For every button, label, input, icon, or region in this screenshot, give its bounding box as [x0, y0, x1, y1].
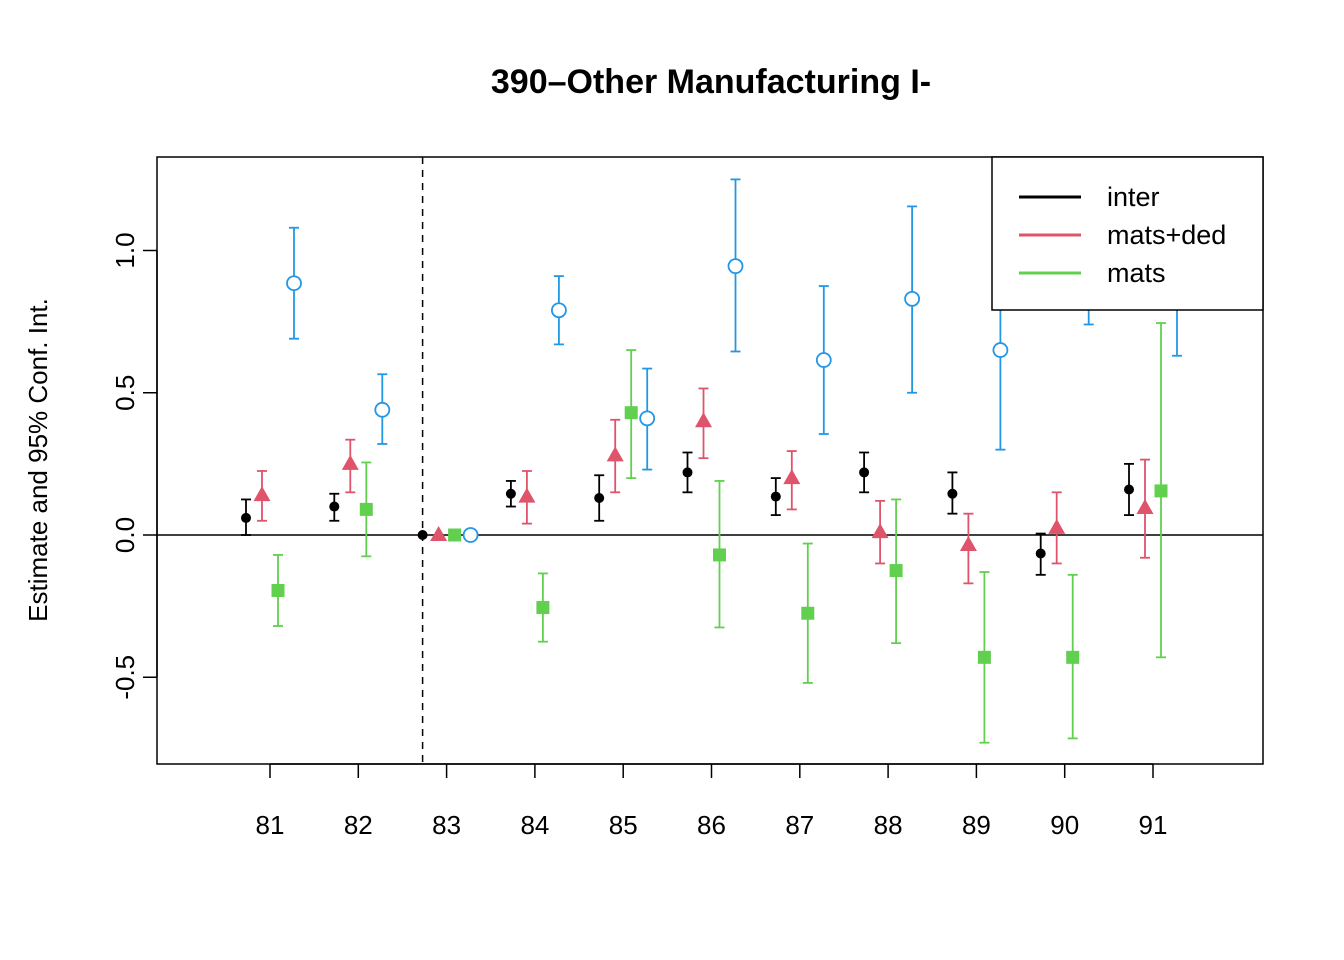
chart-title: 390–Other Manufacturing I-	[491, 63, 931, 101]
x-tick-label: 87	[785, 810, 814, 840]
x-tick-label: 81	[256, 810, 285, 840]
x-tick-label: 84	[520, 810, 549, 840]
x-tick-label: 85	[609, 810, 638, 840]
series-2	[271, 322, 1168, 744]
data-point	[992, 342, 1009, 358]
data-point	[329, 501, 340, 512]
data-point	[959, 535, 977, 551]
data-point	[783, 469, 801, 485]
data-point	[551, 302, 567, 319]
data-point	[518, 487, 536, 503]
data-point	[417, 530, 428, 540]
data-point	[462, 527, 479, 543]
legend-label: mats	[1107, 258, 1166, 288]
data-point	[536, 601, 550, 615]
data-point	[815, 352, 832, 368]
data-point	[871, 523, 889, 539]
data-point	[1048, 518, 1066, 534]
data-point	[904, 290, 920, 307]
y-tick-label: -0.5	[110, 655, 140, 700]
data-point	[505, 488, 516, 499]
legend-label: inter	[1107, 182, 1160, 212]
data-point	[286, 275, 302, 292]
series-1	[253, 387, 1154, 585]
data-point	[977, 650, 991, 664]
x-tick-label: 90	[1050, 810, 1079, 840]
data-point	[271, 583, 285, 597]
data-point	[859, 467, 870, 478]
data-point	[682, 467, 693, 478]
y-tick-label: 0.5	[110, 375, 140, 411]
data-point	[1035, 548, 1046, 559]
x-tick-label: 88	[874, 810, 903, 840]
data-point	[374, 401, 391, 418]
x-tick-label: 83	[432, 810, 461, 840]
series-0	[241, 451, 1134, 576]
data-point	[801, 606, 815, 620]
data-point	[1136, 498, 1154, 514]
data-point	[889, 564, 903, 578]
data-point	[341, 454, 359, 470]
legend: inter mats+ded mats	[991, 156, 1264, 311]
x-tick-label: 86	[697, 810, 726, 840]
data-point	[1124, 484, 1134, 495]
data-point	[241, 512, 251, 523]
data-point	[430, 526, 448, 541]
data-point	[1066, 650, 1080, 664]
data-point	[695, 412, 712, 428]
data-point	[448, 528, 462, 542]
data-point	[624, 406, 638, 420]
axes: -0.5 0.0 0.5 1.0 81 82 83 84 85 86 87 88 89 90 91	[110, 232, 1167, 840]
x-tick-label: 91	[1139, 810, 1168, 840]
data-point	[639, 410, 656, 427]
data-point	[770, 491, 781, 502]
y-axis-label: Estimate and 95% Conf. Int.	[23, 298, 53, 622]
y-tick-label: 1.0	[110, 232, 140, 268]
data-point	[713, 548, 726, 562]
data-point	[1154, 484, 1168, 498]
x-tick-label: 82	[344, 810, 373, 840]
legend-label: mats+ded	[1107, 220, 1226, 250]
data-point	[253, 486, 271, 502]
data-point	[727, 258, 744, 275]
data-point	[594, 493, 605, 504]
data-point	[606, 446, 624, 462]
data-point	[947, 488, 958, 499]
y-tick-label: 0.0	[110, 517, 140, 553]
x-tick-label: 89	[962, 810, 991, 840]
data-point	[359, 502, 373, 516]
